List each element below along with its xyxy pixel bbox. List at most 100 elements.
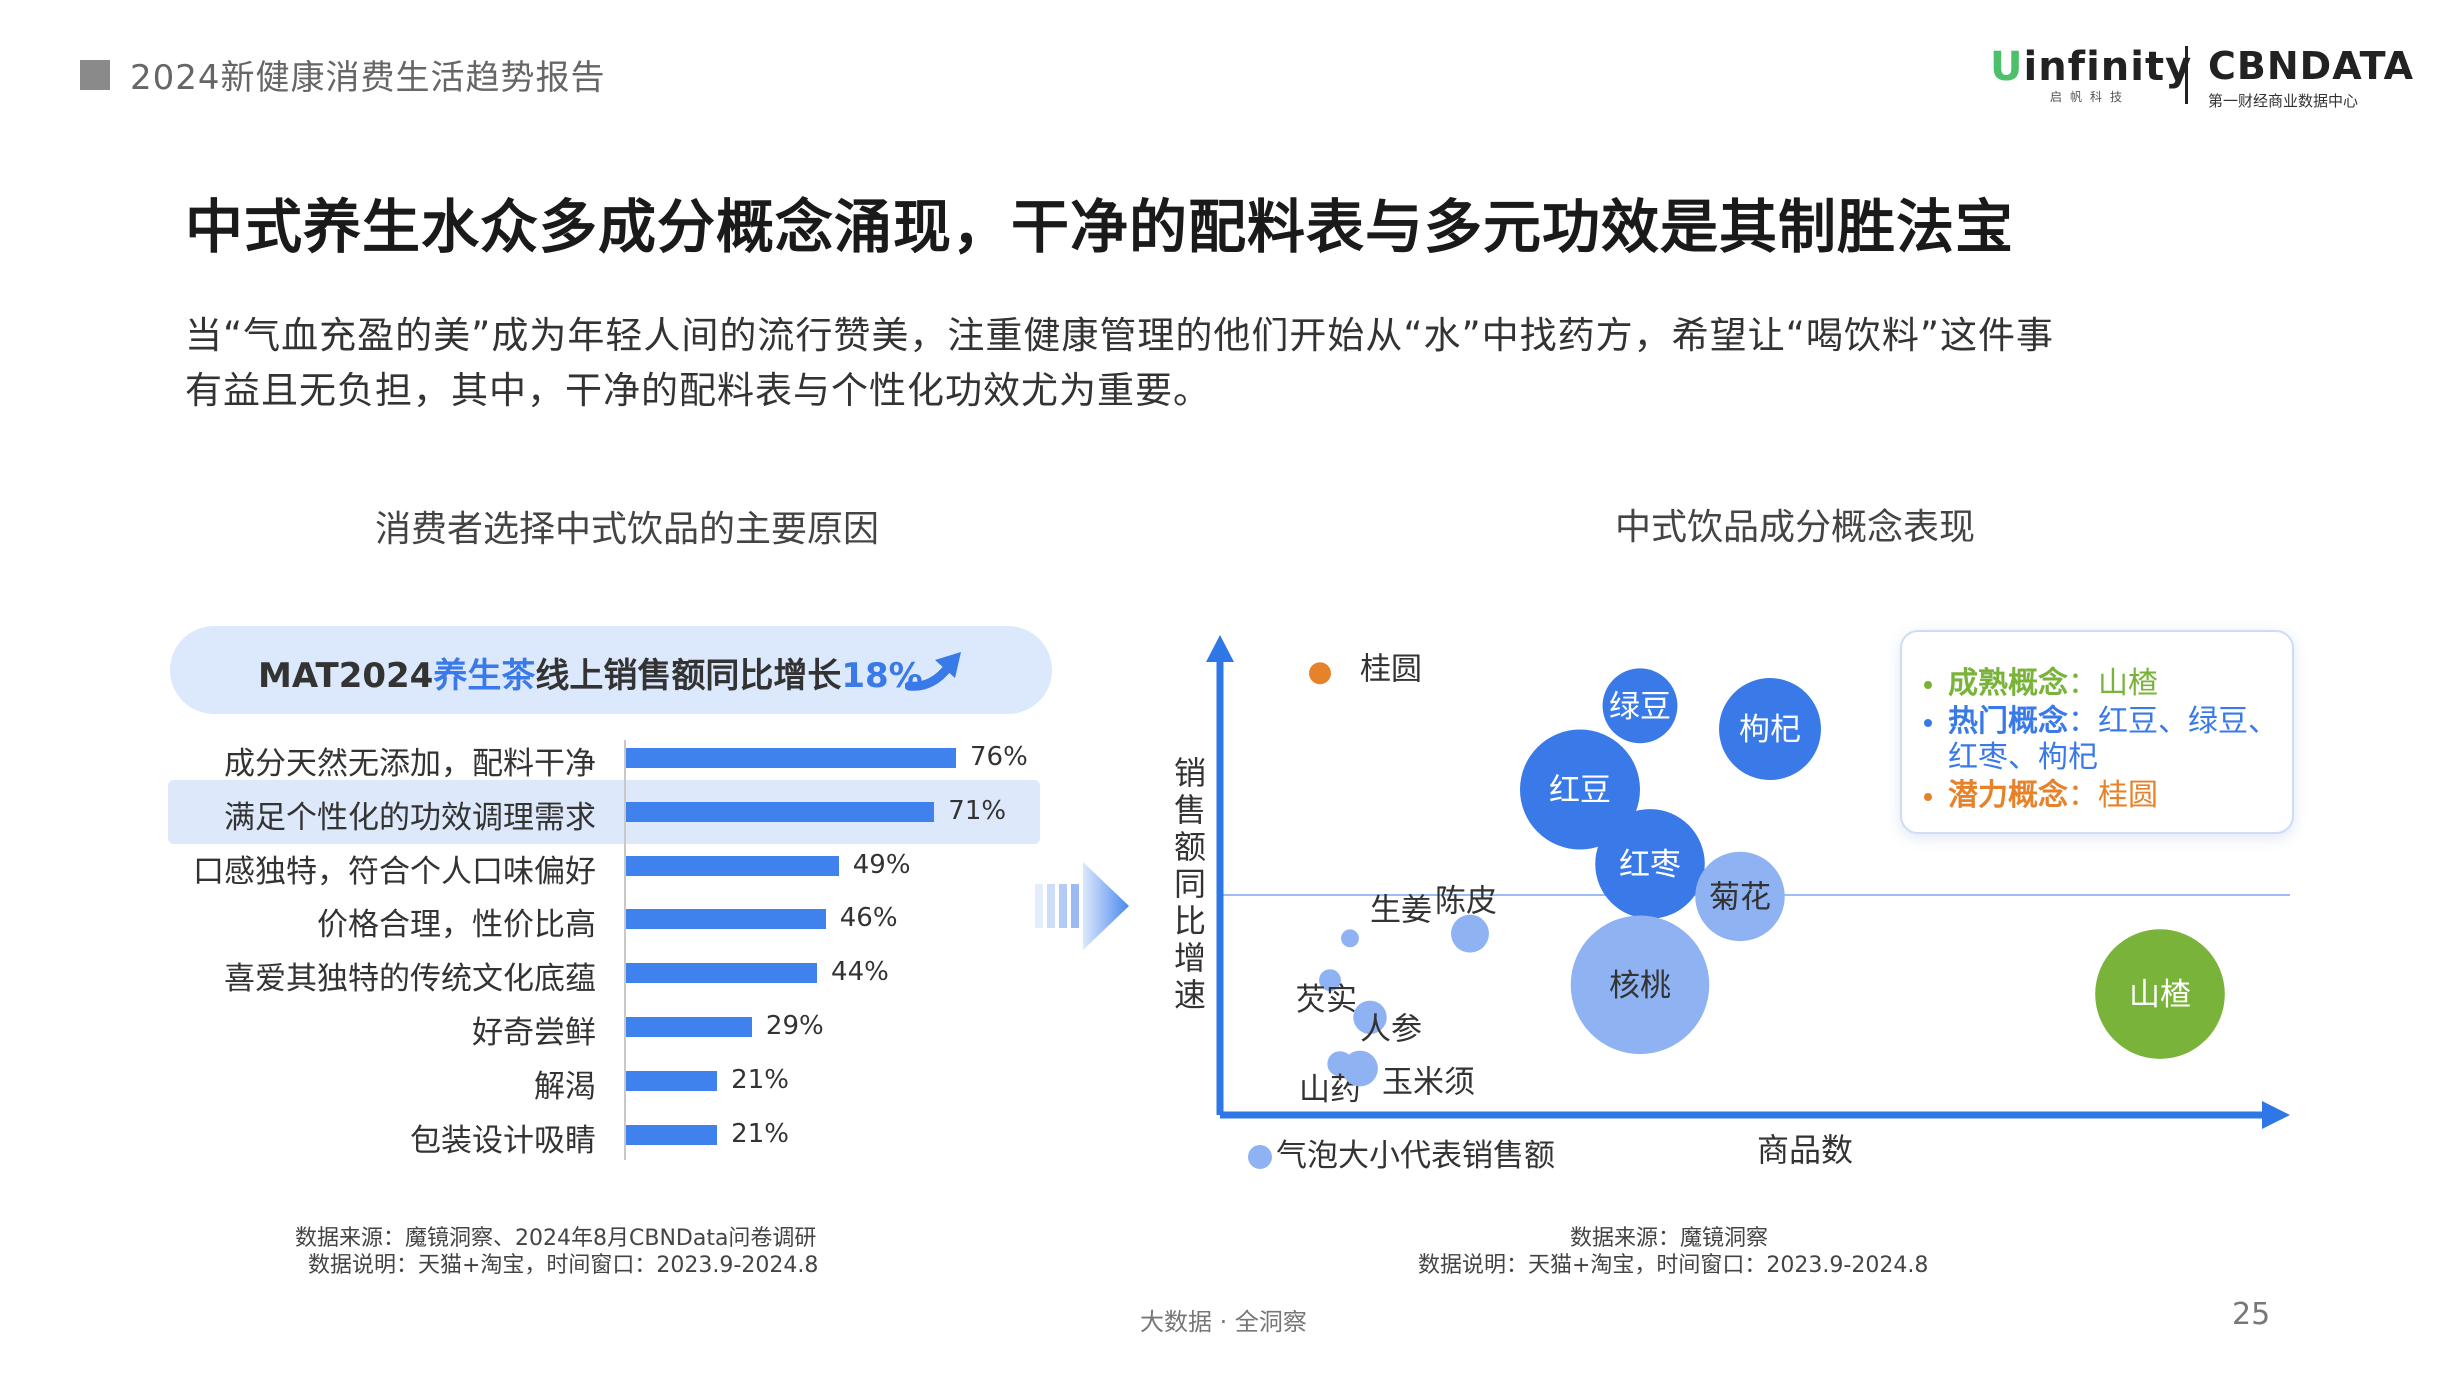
lead-paragraph-line-1: 当“气血充盈的美”成为年轻人间的流行赞美，注重健康管理的他们开始从“水”中找药方… [185, 314, 2055, 357]
legend-key: 成熟概念 [1948, 666, 2068, 701]
bubble-玉米须 [1342, 1050, 1378, 1087]
bubble-chart-title: 中式饮品成分概念表现 [1615, 507, 1976, 548]
bar [626, 963, 818, 984]
growth-callout-pill [170, 626, 1052, 714]
bubble-山楂 [2095, 929, 2225, 1059]
bubble-label: 玉米须 [1382, 1065, 1475, 1101]
legend-sep: ： [2068, 778, 2098, 813]
bubble-红豆 [1520, 729, 1640, 850]
bar [626, 1124, 718, 1145]
legend-value: 山楂 [2098, 666, 2158, 701]
bar [626, 1070, 718, 1091]
cbndata-logo: CBNDATA [2208, 44, 2415, 88]
bubble-chart-x-label: 商品数 [1757, 1131, 1854, 1169]
bubble-绿豆 [1602, 668, 1678, 744]
callout-highlight-product: 养生茶 [433, 656, 536, 696]
bubble-桂圆 [1309, 662, 1331, 685]
x-axis-arrow-icon [2262, 1101, 2290, 1129]
legend-row-potential: 潜力概念：桂圆 [1924, 770, 2158, 814]
legend-dot-icon [1924, 792, 1932, 801]
bubble-label: 绿豆 [1609, 689, 1671, 725]
legend-row-hot: 热门概念：红豆、绿豆、 [1924, 696, 2278, 740]
y-axis-arrow-icon [1206, 635, 1234, 662]
bar-value-label: 21% [731, 1118, 789, 1149]
bar-value-label: 21% [731, 1064, 789, 1095]
bubble-label: 生姜 [1370, 892, 1432, 928]
growth-callout-text: MAT2024养生茶线上销售额同比增长18% [258, 648, 923, 697]
left-source-line-1: 数据来源：魔镜洞察、2024年8月CBNData问卷调研 [295, 1226, 817, 1251]
bar [626, 909, 826, 930]
legend-sep: ： [2068, 704, 2098, 739]
bar-category-label: 价格合理，性价比高 [317, 907, 596, 944]
bar-chart-title: 消费者选择中式饮品的主要原因 [375, 509, 880, 550]
bubble-label: 陈皮 [1435, 884, 1497, 920]
left-source-line-2: 数据说明：天猫+淘宝，时间窗口：2023.9-2024.8 [308, 1253, 819, 1278]
legend-dot-icon [1924, 680, 1932, 689]
legend-value: 红豆、绿豆、 [2098, 704, 2278, 739]
bar [626, 1017, 752, 1037]
report-title: 2024新健康消费生活趋势报告 [130, 58, 606, 98]
bubble-label: 芡实 [1295, 982, 1357, 1018]
legend-value: 桂圆 [2098, 778, 2158, 813]
bar [626, 748, 956, 768]
legend-key: 潜力概念 [1948, 778, 2068, 813]
bar-category-label: 好奇尝鲜 [472, 1015, 596, 1051]
page-title: 中式养生水众多成分概念涌现，干净的配料表与多元功效是其制胜法宝 [185, 193, 2015, 261]
bar-category-label: 解渴 [534, 1068, 596, 1105]
bubble-陈皮 [1451, 914, 1489, 953]
growth-arrow-icon [905, 652, 961, 691]
footer-tagline: 大数据 · 全洞察 [1140, 1308, 1307, 1336]
callout-middle: 线上销售额同比增长 [535, 656, 842, 696]
bar-category-label: 口感独特，符合个人口味偏好 [193, 853, 596, 890]
bubble-size-note: 气泡大小代表销售额 [1248, 1130, 1555, 1175]
right-source-line-2: 数据说明：天猫+淘宝，时间窗口：2023.9-2024.8 [1418, 1253, 1929, 1278]
bubble-label: 红豆 [1549, 773, 1611, 809]
bubble-芡实 [1319, 969, 1341, 992]
lead-paragraph-line-2: 有益且无负担，其中，干净的配料表与个性化功效尤为重要。 [185, 369, 1211, 412]
right-source-line-1: 数据来源：魔镜洞察 [1570, 1226, 1769, 1251]
bubble-红枣 [1595, 809, 1705, 919]
bar-category-label: 喜爱其独特的传统文化底蕴 [224, 961, 596, 998]
callout-prefix: MAT2024 [258, 656, 434, 696]
bar-value-label: 46% [839, 903, 898, 934]
bubble-label: 枸杞 [1739, 712, 1801, 748]
bar-chart-axis [624, 740, 626, 1160]
bubble-核桃 [1570, 915, 1710, 1055]
connector-arrow-icon [1035, 862, 1129, 950]
legend-key: 热门概念 [1948, 704, 2068, 739]
infinity-logo-mark: U [1990, 44, 2024, 90]
header-square-icon [80, 60, 110, 90]
bubble-label: 桂圆 [1360, 651, 1422, 687]
bubble-label: 山楂 [2129, 977, 2191, 1013]
infinity-logo-subtitle: 启帆科技 [2050, 90, 2131, 104]
bar-value-label: 29% [765, 1011, 824, 1041]
bubble-枸杞 [1719, 678, 1821, 781]
bar-value-label: 71% [948, 795, 1007, 826]
legend-value-continued: 红枣、枸杞 [1948, 740, 2098, 775]
bar [626, 855, 839, 876]
bar-value-label: 44% [831, 957, 889, 988]
legend-row-mature: 成熟概念：山楂 [1924, 658, 2158, 702]
bar-value-label: 76% [970, 742, 1028, 772]
bar [626, 801, 935, 822]
page-number: 25 [2232, 1297, 2271, 1332]
bubble-label: 核桃 [1609, 968, 1671, 1004]
cbndata-logo-subtitle: 第一财经商业数据中心 [2208, 92, 2359, 110]
bubble-size-note-text: 气泡大小代表销售额 [1276, 1138, 1555, 1174]
bubble-label: 人参 [1360, 1011, 1422, 1047]
legend-sep: ： [2068, 666, 2098, 701]
bar-category-label: 包装设计吸睛 [410, 1122, 596, 1159]
infinity-logo-text: infinity [2023, 44, 2193, 90]
bubble-菊花 [1695, 851, 1785, 942]
legend-dot-icon [1924, 718, 1932, 727]
bubble-label: 红枣 [1619, 847, 1681, 883]
bubble-note-dot-icon [1248, 1145, 1272, 1169]
bar-category-label: 满足个性化的功效调理需求 [224, 799, 596, 836]
bubble-人参 [1353, 1000, 1387, 1035]
bubble-label: 菊花 [1709, 879, 1771, 915]
bar-category-label: 成分天然无添加，配料干净 [224, 746, 596, 782]
bar-value-label: 49% [852, 849, 911, 880]
infinity-logo: Uinfinity [1990, 44, 2192, 90]
bubble-chart-legend: 成熟概念：山楂 热门概念：红豆、绿豆、 红枣、枸杞 潜力概念：桂圆 [1900, 630, 2294, 834]
